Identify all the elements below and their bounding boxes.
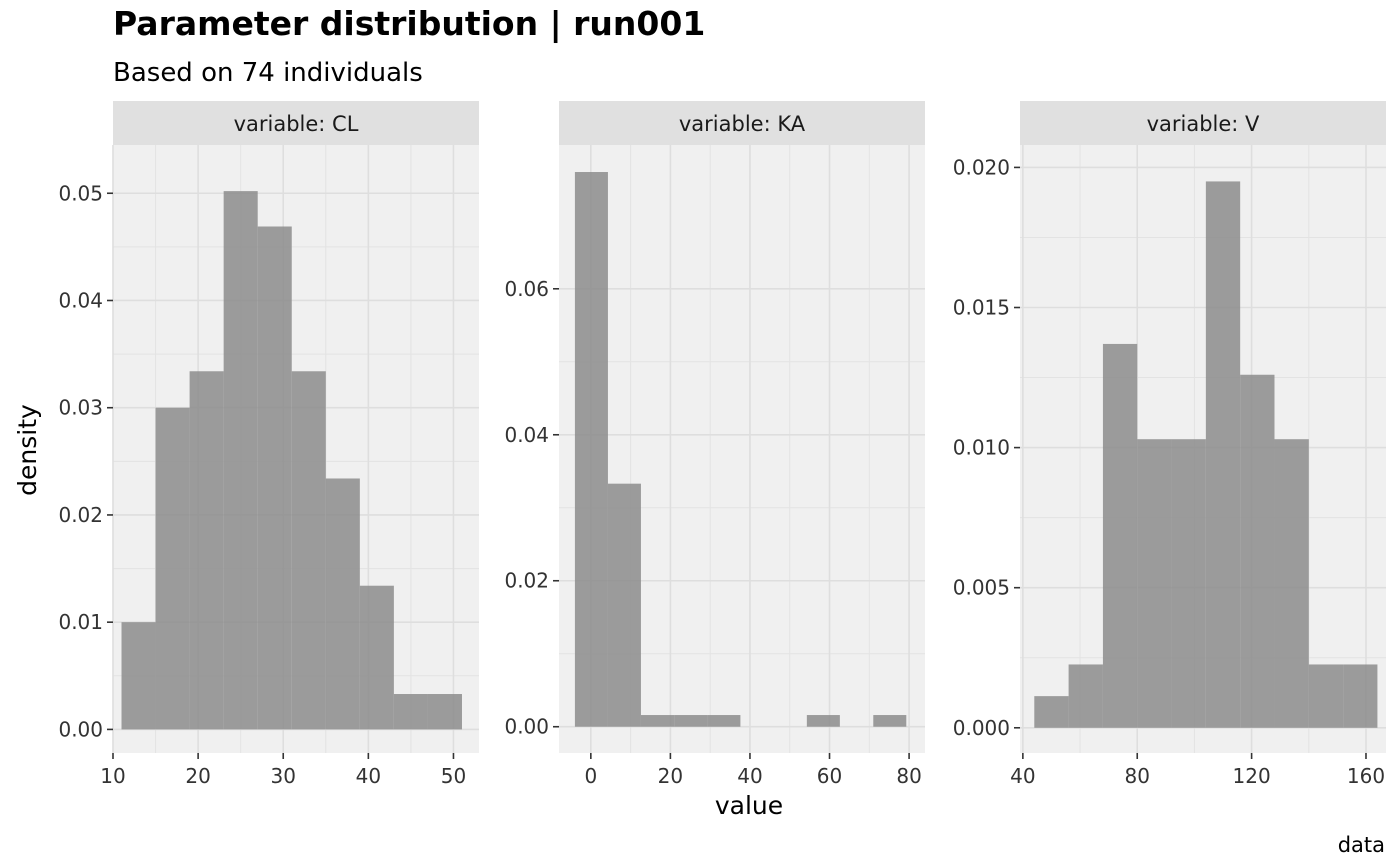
y-tick-label: 0.06 — [504, 277, 549, 301]
x-axis-label: value — [715, 791, 783, 820]
x-tick-label: 40 — [1010, 764, 1035, 788]
x-tick-label: 30 — [271, 764, 296, 788]
histogram-bar — [640, 715, 675, 727]
histogram-bar — [1034, 696, 1069, 728]
histogram-bar — [607, 483, 641, 727]
histogram-bar — [1343, 664, 1378, 728]
facet-panel-v: variable: V 0.000 0.005 0.010 0.015 0.020 40 80… — [953, 101, 1386, 788]
y-tick-label: 0.015 — [953, 296, 1010, 320]
histogram-bar — [325, 478, 360, 730]
histogram-bar — [1102, 343, 1138, 728]
x-tick-label: 80 — [1125, 764, 1150, 788]
x-tick-label: 40 — [356, 764, 381, 788]
histogram-bar — [1068, 664, 1103, 728]
histogram-bar — [1240, 374, 1275, 728]
histogram-bar — [393, 694, 428, 730]
histogram-bar — [155, 407, 190, 730]
facet-strip-v — [1020, 101, 1386, 145]
histogram-bar — [1205, 181, 1241, 728]
facet-panel-cl: variable: CL 0.00 0.01 0.02 0.03 0.04 0.05 10 20… — [58, 101, 479, 788]
y-tick-label: 0.02 — [58, 503, 103, 527]
histogram-bar — [674, 715, 708, 727]
y-tick-label: 0.04 — [504, 423, 549, 447]
facet-strip-ka — [559, 101, 925, 145]
facet-strip-label-v: variable: V — [1147, 112, 1260, 136]
histogram-bar — [707, 715, 741, 727]
x-tick-label: 160 — [1347, 764, 1385, 788]
facet-panel-ka: variable: KA 0.00 0.02 0.04 0.06 0 20 40 60 80 — [504, 101, 925, 788]
y-tick-label: 0.010 — [953, 436, 1010, 460]
chart-title: Parameter distribution | run001 — [113, 4, 705, 43]
x-tick-label: 40 — [737, 764, 762, 788]
histogram-bar — [257, 226, 292, 730]
y-tick-label: 0.020 — [953, 155, 1010, 179]
y-tick-label: 0.00 — [504, 715, 549, 739]
histogram-bar — [1274, 439, 1309, 728]
x-tick-label: 0 — [584, 764, 597, 788]
y-tick-label: 0.03 — [58, 396, 103, 420]
histogram-bar — [189, 371, 224, 730]
facet-strip-label-cl: variable: CL — [234, 112, 359, 136]
histogram-bar — [574, 172, 608, 727]
x-tick-label: 50 — [441, 764, 466, 788]
x-tick-label: 120 — [1233, 764, 1271, 788]
facet-strip-label-ka: variable: KA — [679, 112, 806, 136]
y-tick-label: 0.00 — [58, 717, 103, 741]
histogram-bar — [223, 191, 258, 730]
histogram-bar — [873, 715, 907, 727]
chart-subtitle: Based on 74 individuals — [113, 58, 423, 88]
x-tick-label: 60 — [817, 764, 842, 788]
y-tick-label: 0.02 — [504, 569, 549, 593]
y-tick-label: 0.005 — [953, 576, 1010, 600]
histogram-bar — [1171, 439, 1206, 728]
facet-strip-cl — [113, 101, 479, 145]
caption: data — [1338, 833, 1385, 857]
histogram-bar — [806, 715, 840, 727]
histogram-bar — [359, 585, 394, 730]
y-tick-label: 0.01 — [58, 610, 103, 634]
x-tick-label: 10 — [100, 764, 125, 788]
histogram-bar — [1308, 664, 1344, 728]
histogram-bar — [427, 694, 462, 730]
histogram-bar — [121, 622, 156, 730]
x-tick-label: 80 — [896, 764, 921, 788]
x-tick-label: 20 — [658, 764, 683, 788]
histogram-bar — [291, 371, 326, 730]
y-tick-label: 0.000 — [953, 716, 1010, 740]
histogram-bar — [1137, 439, 1172, 728]
x-tick-label: 20 — [185, 764, 210, 788]
y-axis-label: density — [13, 404, 42, 496]
y-tick-label: 0.04 — [58, 288, 103, 312]
y-tick-label: 0.05 — [58, 181, 103, 205]
